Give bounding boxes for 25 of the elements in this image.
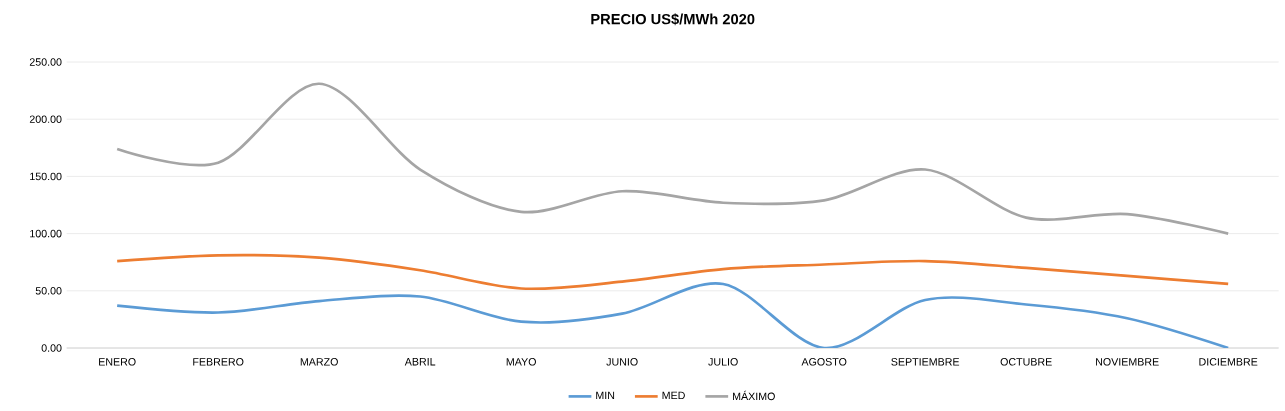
x-tick-label: JULIO (708, 358, 738, 366)
legend-label: MÁXIMO (733, 390, 775, 401)
x-tick-label: DICIEMBRE (1199, 358, 1258, 366)
x-tick-label: NOVIEMBRE (1096, 358, 1159, 366)
x-tick-label: ENERO (99, 358, 136, 366)
x-tick-label: SEPTIEMBRE (891, 358, 960, 366)
y-tick-label: 50.00 (35, 287, 62, 295)
x-tick-label: FEBRERO (193, 358, 244, 366)
x-tick-label: MAYO (506, 358, 536, 366)
y-tick-label: 250.00 (29, 58, 62, 66)
y-tick-label: 150.00 (30, 172, 62, 181)
x-tick-label: ABRIL (404, 358, 436, 366)
chart-title: PRECIO US$/MWh 2020 (591, 13, 755, 26)
y-tick-label: 100.00 (30, 229, 62, 238)
x-tick-label: JUNIO (606, 358, 638, 366)
line-series (115, 282, 1230, 348)
y-tick-label: 200.00 (29, 115, 62, 123)
line-series (115, 82, 1230, 235)
line-series (115, 253, 1230, 291)
x-tick-label: MARZO (300, 358, 338, 366)
x-tick-label: AGOSTO (801, 358, 847, 366)
x-tick-label: OCTUBRE (1000, 358, 1052, 366)
legend-label: MED (662, 391, 685, 400)
y-tick-label: 0.00 (41, 344, 62, 352)
legend-label: MIN (596, 391, 615, 400)
